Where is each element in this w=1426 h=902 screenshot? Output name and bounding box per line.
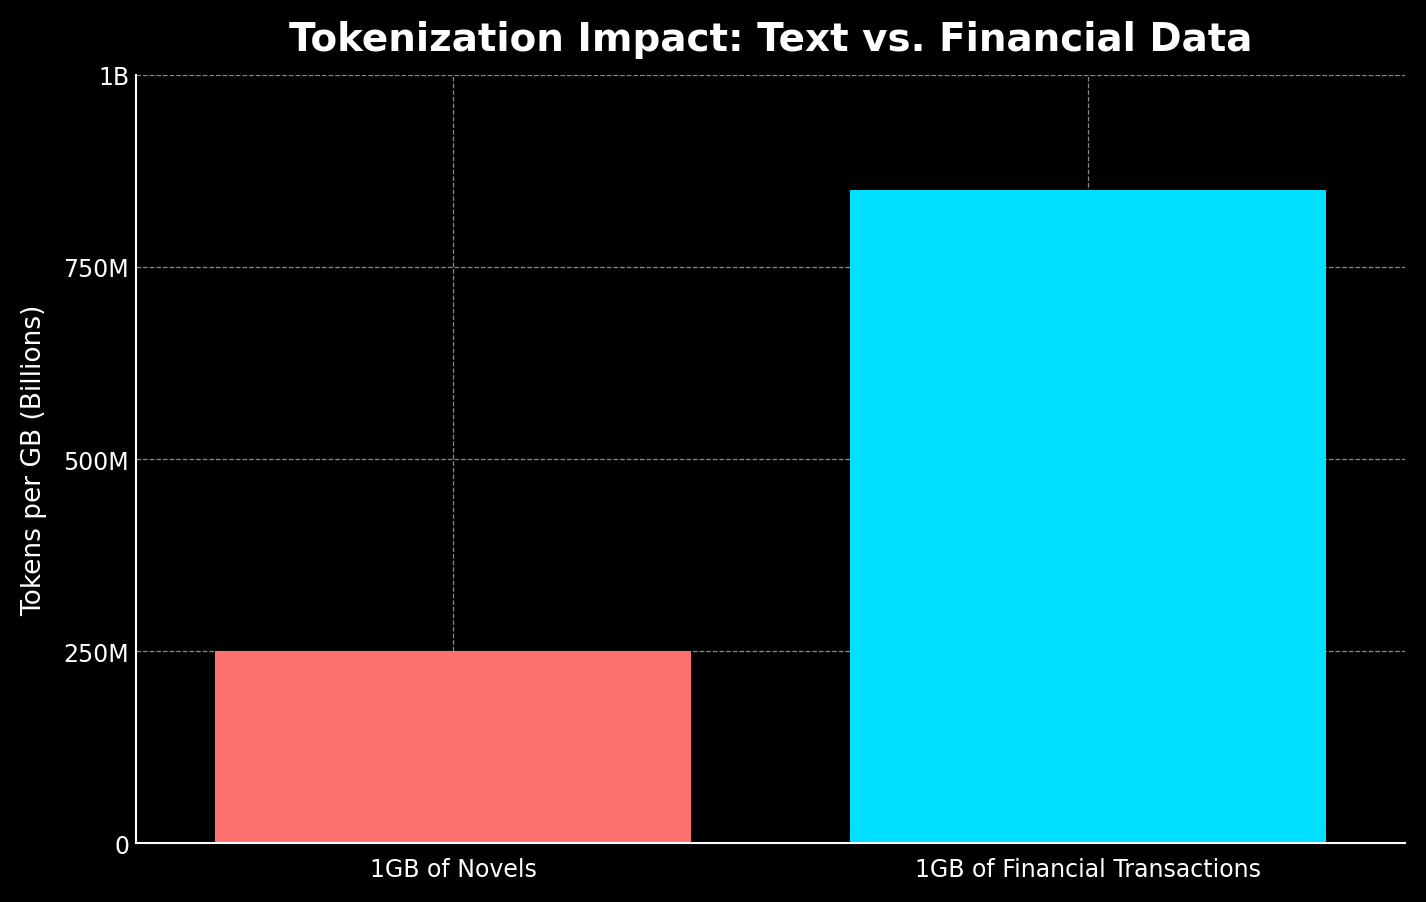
Bar [850,191,1326,843]
Y-axis label: Tokens per GB (Billions): Tokens per GB (Billions) [21,304,47,615]
Bar [215,651,692,843]
Title: Tokenization Impact: Text vs. Financial Data: Tokenization Impact: Text vs. Financial … [289,21,1252,59]
